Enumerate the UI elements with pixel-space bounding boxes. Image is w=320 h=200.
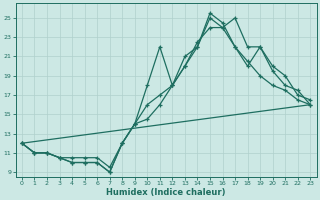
X-axis label: Humidex (Indice chaleur): Humidex (Indice chaleur) [106,188,226,197]
